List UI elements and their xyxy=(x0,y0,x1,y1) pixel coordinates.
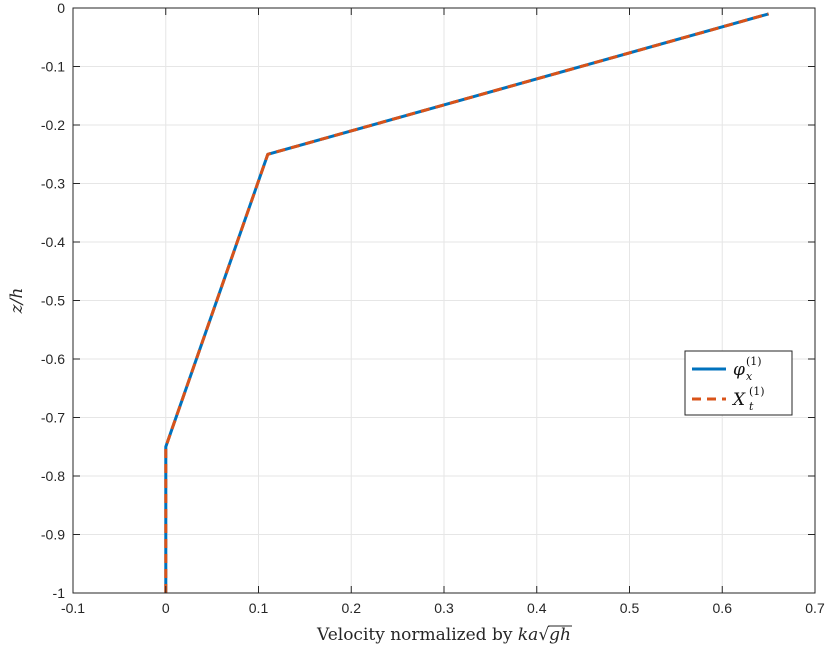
legend-label-sub-2: t xyxy=(749,400,754,413)
y-tick-label: -0.2 xyxy=(41,117,65,133)
y-tick-labels: 0 -0.1 -0.2 -0.3 -0.4 -0.5 -0.6 -0.7 -0.8 -0.9 -1 xyxy=(41,0,65,601)
x-tick-label: 0.2 xyxy=(342,600,362,616)
x-tick-label: 0.1 xyxy=(249,600,269,616)
y-tick-label: 0 xyxy=(57,0,65,16)
x-tick-label: -0.1 xyxy=(61,600,85,616)
y-tick-label: -0.4 xyxy=(41,234,65,250)
y-tick-label: -0.9 xyxy=(41,527,65,543)
x-tick-label: 0.6 xyxy=(713,600,733,616)
data-series xyxy=(164,12,770,593)
grid-lines xyxy=(73,8,815,593)
x-axis-title-prefix: Velocity normalized by xyxy=(316,625,518,645)
legend-items: φ (1)xX (1)t xyxy=(692,355,765,413)
x-axis-title-sqrt-sign: √ xyxy=(538,625,549,645)
x-tick-labels: -0.1 0 0.1 0.2 0.3 0.4 0.5 0.6 0.7 xyxy=(61,600,825,616)
y-tick-label: -0.7 xyxy=(41,410,65,426)
y-tick-label: -1 xyxy=(53,585,66,601)
y-tick-label: -0.6 xyxy=(41,351,65,367)
x-axis-title-math: ka xyxy=(518,625,538,645)
x-axis-title-radicand: gh xyxy=(549,625,571,645)
y-axis-title: z/h xyxy=(7,288,27,315)
legend-box xyxy=(684,350,793,416)
x-tick-label: 0 xyxy=(162,600,170,616)
x-tick-label: 0.4 xyxy=(527,600,547,616)
legend-label-1: φ xyxy=(733,360,745,380)
legend-label-2: X xyxy=(731,390,746,410)
y-tick-label: -0.3 xyxy=(41,176,65,192)
x-tick-label: 0.3 xyxy=(434,600,454,616)
legend-label-sup-2: (1) xyxy=(749,385,765,398)
x-axis-title: Velocity normalized by ka√gh xyxy=(316,625,571,645)
x-tick-label: 0.7 xyxy=(805,600,825,616)
series-line-2 xyxy=(164,12,770,593)
legend-label-sup-1: (1) xyxy=(746,355,762,368)
legend: φ (1)xX (1)t xyxy=(684,350,793,416)
y-tick-label: -0.1 xyxy=(41,59,65,75)
y-tick-label: -0.5 xyxy=(41,293,65,309)
tick-marks xyxy=(72,7,816,594)
x-tick-label: 0.5 xyxy=(620,600,640,616)
y-tick-label: -0.8 xyxy=(41,468,65,484)
legend-label-sub-1: x xyxy=(746,370,753,383)
